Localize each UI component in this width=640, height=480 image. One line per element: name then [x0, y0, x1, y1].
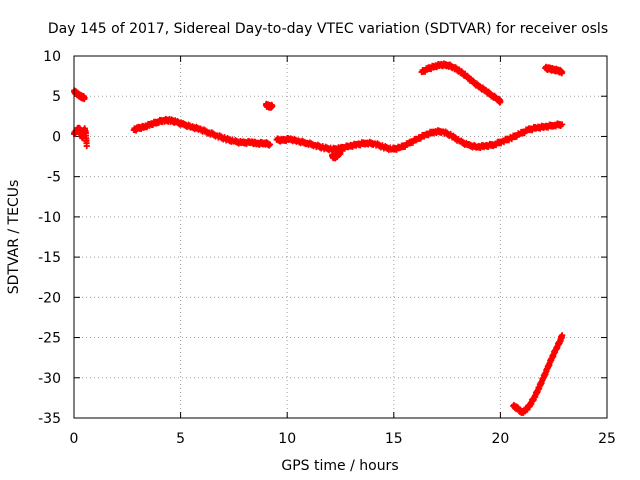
y-axis-label: SDTVAR / TECUs — [6, 180, 22, 295]
y-tick-label: 5 — [52, 89, 61, 105]
x-axis-label: GPS time / hours — [281, 458, 398, 474]
x-tick-labels: 0 5 10 15 20 25 — [70, 431, 616, 447]
x-tick-label: 20 — [491, 431, 509, 447]
data-points — [71, 60, 566, 416]
y-tick-label: -30 — [38, 371, 61, 387]
x-tick-label: 15 — [385, 431, 403, 447]
y-tick-label: -5 — [47, 170, 61, 186]
grid — [74, 56, 607, 418]
y-tick-label: -10 — [38, 210, 61, 226]
x-tick-label: 10 — [278, 431, 296, 447]
x-tick-label: 25 — [598, 431, 616, 447]
y-tick-label: -35 — [38, 411, 61, 427]
chart-title: Day 145 of 2017, Sidereal Day-to-day VTE… — [48, 21, 608, 37]
y-tick-labels: 10 5 0 -5 -10 -15 -20 -25 -30 -35 — [38, 49, 61, 427]
x-tick-label: 5 — [176, 431, 185, 447]
y-tick-label: -25 — [38, 331, 61, 347]
x-tick-label: 0 — [70, 431, 79, 447]
y-tick-label: -15 — [38, 250, 61, 266]
y-tick-label: 10 — [43, 49, 61, 65]
y-tick-label: 0 — [52, 129, 61, 145]
plot-frame — [73, 55, 608, 419]
y-tick-label: -20 — [38, 290, 61, 306]
